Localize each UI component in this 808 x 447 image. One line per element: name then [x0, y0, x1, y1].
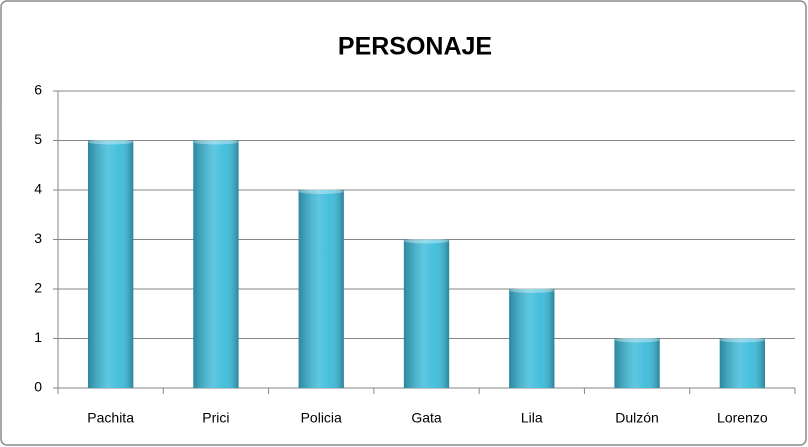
x-tick-label: Gata — [411, 410, 442, 426]
bar-cap — [88, 139, 134, 145]
bar — [614, 338, 660, 388]
bar — [298, 190, 344, 388]
y-tick-label: 0 — [34, 379, 42, 395]
bar — [88, 140, 134, 388]
bar-cap — [298, 189, 344, 194]
bar-cap — [614, 337, 660, 343]
x-tick-label: Lorenzo — [717, 410, 768, 426]
y-tick-label: 1 — [34, 329, 42, 345]
bar — [193, 140, 239, 388]
bar-cap — [509, 288, 555, 293]
y-tick-label: 5 — [34, 131, 42, 147]
y-tick-label: 4 — [34, 181, 42, 197]
chart-title: PERSONAJE — [338, 33, 492, 61]
bar — [509, 289, 555, 388]
bar — [403, 239, 450, 388]
y-tick-label: 3 — [34, 230, 42, 246]
x-tick-label: Dulzón — [615, 410, 659, 426]
bar-cap — [193, 139, 239, 145]
x-tick-label: Lila — [521, 410, 543, 426]
x-tick-label: Pachita — [87, 410, 134, 426]
y-tick-label: 2 — [34, 280, 42, 296]
bar-cap — [719, 337, 765, 343]
bar-cap — [403, 238, 450, 244]
x-tick-label: Policia — [301, 410, 342, 426]
y-tick-label: 6 — [34, 82, 42, 98]
bar — [719, 338, 765, 388]
x-tick-label: Prici — [202, 410, 229, 426]
